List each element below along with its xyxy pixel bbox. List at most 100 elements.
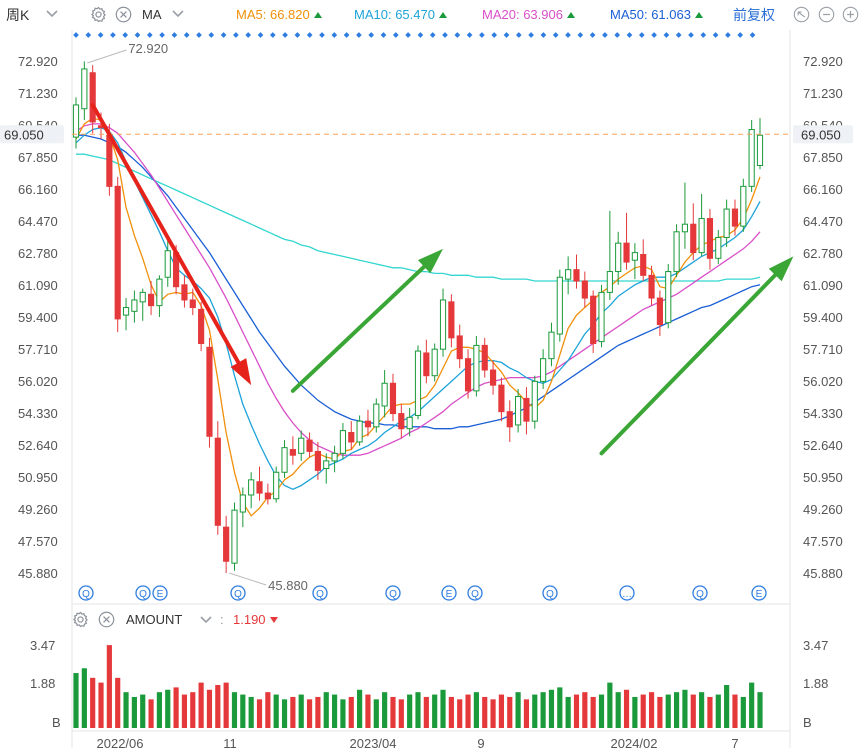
candle-up[interactable] <box>756 134 764 167</box>
candle-down[interactable] <box>147 293 155 307</box>
candle-up[interactable] <box>248 479 255 496</box>
volume-indicator-label[interactable]: AMOUNT <box>126 612 183 627</box>
candle-up[interactable] <box>715 236 722 259</box>
candle-down[interactable] <box>489 369 497 386</box>
volume-chevron-down-icon[interactable] <box>200 615 212 625</box>
candle-up[interactable] <box>531 380 538 422</box>
settings-gear-icon[interactable] <box>90 6 107 23</box>
zoom-in-icon[interactable] <box>842 6 859 23</box>
candle-up[interactable] <box>698 218 705 254</box>
candle-down[interactable] <box>623 242 630 263</box>
candle-down[interactable] <box>498 384 505 413</box>
candle-down[interactable] <box>181 284 188 301</box>
reset-icon[interactable] <box>793 6 810 23</box>
candle-up[interactable] <box>373 403 380 428</box>
event-marker[interactable] <box>135 585 151 601</box>
event-marker[interactable] <box>542 585 558 601</box>
candle-up[interactable] <box>740 185 747 227</box>
candle-down[interactable] <box>590 295 597 345</box>
candle-up[interactable] <box>414 350 422 416</box>
candle-up[interactable] <box>473 344 480 392</box>
candle-down[interactable] <box>448 301 455 339</box>
candle-down[interactable] <box>89 72 96 123</box>
event-marker[interactable] <box>751 585 767 601</box>
event-marker[interactable] <box>385 585 401 601</box>
candle-up[interactable] <box>681 223 689 233</box>
period-label[interactable]: 周K <box>6 7 30 23</box>
event-marker[interactable] <box>78 585 94 601</box>
candle-down[interactable] <box>106 134 113 187</box>
zoom-out-icon[interactable] <box>818 6 835 23</box>
candle-up[interactable] <box>556 276 563 335</box>
candle-up[interactable] <box>122 307 130 316</box>
candle-down[interactable] <box>306 439 313 452</box>
candle-down[interactable] <box>256 481 263 494</box>
indicator-label[interactable]: MA <box>142 7 162 22</box>
candle-down[interactable] <box>731 208 739 227</box>
candle-down[interactable] <box>348 432 355 443</box>
candle-up[interactable] <box>139 291 146 303</box>
candle-down[interactable] <box>114 185 121 320</box>
event-marker[interactable] <box>619 585 635 601</box>
candle-down[interactable] <box>198 308 205 345</box>
candle-down[interactable] <box>581 280 588 299</box>
candle-up[interactable] <box>81 68 88 110</box>
candle-up[interactable] <box>273 471 280 500</box>
close-indicator-icon[interactable] <box>115 6 132 23</box>
period-chevron-down-icon[interactable] <box>46 9 58 19</box>
candle-down[interactable] <box>506 411 513 428</box>
indicator-chevron-down-icon[interactable] <box>172 9 184 19</box>
candle-up[interactable] <box>164 250 171 278</box>
volume-settings-gear-icon[interactable] <box>72 611 89 628</box>
candle-down[interactable] <box>456 335 463 360</box>
event-marker[interactable] <box>312 585 328 601</box>
candle-up[interactable] <box>548 331 555 360</box>
candle-down[interactable] <box>690 223 697 254</box>
candle-up[interactable] <box>606 271 613 293</box>
candle-up[interactable] <box>231 509 238 564</box>
candle-up[interactable] <box>323 460 330 469</box>
candle-up[interactable] <box>565 269 572 280</box>
candle-up[interactable] <box>239 494 246 513</box>
candle-down[interactable] <box>523 397 530 422</box>
candle-down[interactable] <box>189 299 196 309</box>
event-marker[interactable] <box>692 585 708 601</box>
event-marker[interactable] <box>230 585 246 601</box>
candle-up[interactable] <box>439 299 447 350</box>
candle-up[interactable] <box>72 104 80 138</box>
volume-close-icon[interactable] <box>98 611 115 628</box>
event-marker[interactable] <box>441 585 457 601</box>
candle-up[interactable] <box>331 452 338 462</box>
candle-up[interactable] <box>615 242 622 273</box>
candle-down[interactable] <box>289 449 296 456</box>
candle-up[interactable] <box>131 299 138 312</box>
candle-down[interactable] <box>656 297 663 326</box>
candle-up[interactable] <box>339 430 347 454</box>
adjust-mode-button[interactable]: 前复权 <box>733 7 775 23</box>
candle-up[interactable] <box>673 231 680 273</box>
candle-down[interactable] <box>640 254 647 276</box>
candle-up[interactable] <box>298 437 305 454</box>
candle-down[interactable] <box>481 344 488 371</box>
candle-up[interactable] <box>748 129 755 187</box>
candle-up[interactable] <box>540 358 547 382</box>
candle-down[interactable] <box>364 420 372 428</box>
candle-down[interactable] <box>264 492 271 500</box>
candle-down[interactable] <box>464 358 472 392</box>
candle-up[interactable] <box>431 348 438 377</box>
candle-up[interactable] <box>631 252 638 261</box>
candle-down[interactable] <box>314 450 321 471</box>
candle-down[interactable] <box>389 382 397 415</box>
candle-down[interactable] <box>648 274 655 299</box>
candle-up[interactable] <box>515 396 522 426</box>
candle-down[interactable] <box>706 218 714 259</box>
event-marker[interactable] <box>152 585 168 601</box>
candle-up[interactable] <box>281 447 288 473</box>
candle-up[interactable] <box>156 278 163 307</box>
candle-up[interactable] <box>356 420 363 443</box>
candle-down[interactable] <box>214 437 221 526</box>
candle-down[interactable] <box>423 352 430 377</box>
candle-down[interactable] <box>206 346 213 437</box>
candle-down[interactable] <box>223 526 230 562</box>
